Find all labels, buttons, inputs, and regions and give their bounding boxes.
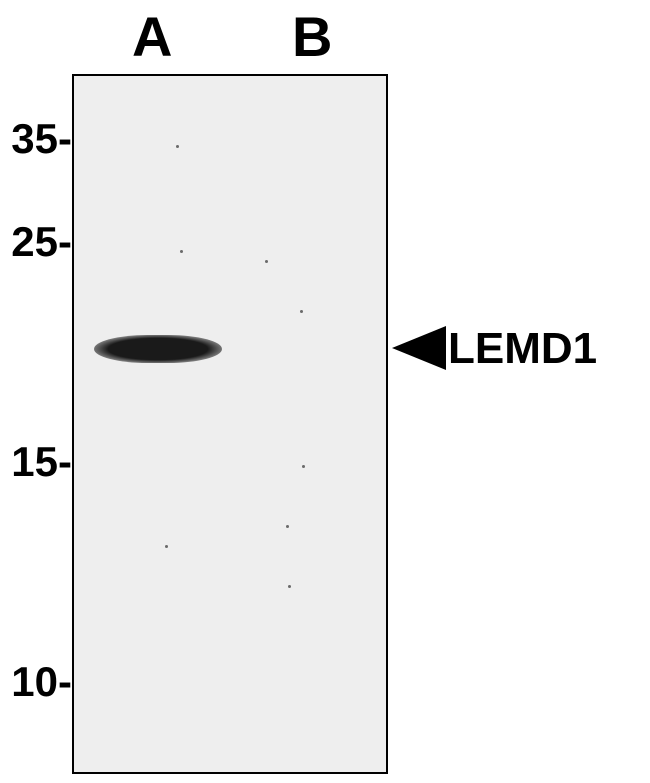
mw-marker-35: 35- <box>0 115 72 163</box>
mw-marker-25: 25- <box>0 218 72 266</box>
speck <box>288 585 291 588</box>
arrow-polygon <box>392 326 446 370</box>
mw-marker-10: 10- <box>0 658 72 706</box>
speck <box>265 260 268 263</box>
lane-header-b: B <box>292 4 332 69</box>
protein-label: LEMD1 <box>448 324 597 374</box>
speck <box>302 465 305 468</box>
speck <box>176 145 179 148</box>
blot-membrane <box>72 74 388 774</box>
speck <box>286 525 289 528</box>
speck <box>165 545 168 548</box>
mw-marker-15: 15- <box>0 438 72 486</box>
speck <box>180 250 183 253</box>
figure-container: A B 35- 25- 15- 10- LEMD1 <box>0 0 650 783</box>
speck <box>300 310 303 313</box>
arrow-icon <box>392 326 446 370</box>
band-lemd1-lane-a <box>94 335 222 363</box>
lane-header-a: A <box>132 4 172 69</box>
